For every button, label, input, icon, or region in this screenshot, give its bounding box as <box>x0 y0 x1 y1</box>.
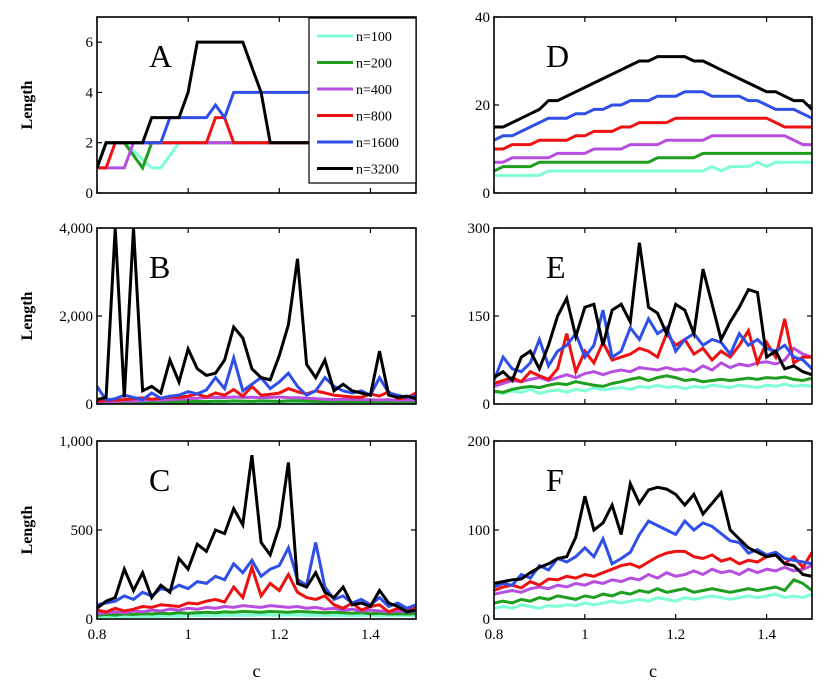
legend-label: n=400 <box>356 83 392 98</box>
legend-label: n=200 <box>356 57 392 72</box>
panel-label: D <box>546 38 569 74</box>
series-line-n-800 <box>494 116 812 151</box>
y-tick-label: 4,000 <box>59 221 93 237</box>
legend-label: n=100 <box>356 30 392 45</box>
x-tick-label: 1.4 <box>757 627 776 643</box>
series-line-n-800 <box>494 549 812 592</box>
y-axis-label: Length <box>19 291 36 340</box>
series-line-n-3200 <box>97 455 416 614</box>
y-tick-label: 40 <box>475 10 490 26</box>
series-line-n-100 <box>494 382 812 395</box>
axes-frame <box>96 227 417 405</box>
series-line-n-400 <box>494 134 812 164</box>
series-line-n-100 <box>494 592 812 610</box>
series-line-n-800 <box>97 116 416 170</box>
series-line-n-3200 <box>494 242 812 384</box>
series-group <box>97 455 416 619</box>
legend-label: n=800 <box>356 110 392 125</box>
series-line-n-3200 <box>494 55 812 129</box>
panel-f: 0 100 200 0.8 1 1.2 1.4 Fc <box>468 434 813 681</box>
y-tick-label: 2 <box>86 136 94 152</box>
panel-e: 0 150 300 E <box>468 221 813 413</box>
y-tick-label: 0 <box>483 612 491 628</box>
y-tick-label: 4 <box>86 85 94 101</box>
x-tick-label: 1.2 <box>270 627 289 643</box>
series-line-n-200 <box>97 609 416 617</box>
series-line-n-1600 <box>97 352 416 402</box>
y-axis-label: Length <box>19 505 36 554</box>
series-group <box>97 40 416 172</box>
x-tick-label: 1 <box>581 627 589 643</box>
legend-label: n=3200 <box>356 163 399 178</box>
series-line-n-3200 <box>97 40 416 169</box>
axes-frame <box>493 440 813 620</box>
panel-c: 0 500 1,000 0.8 1 1.2 1.4 C Length c <box>19 434 417 681</box>
series-line-n-800 <box>97 384 416 403</box>
y-tick-label: 300 <box>468 221 491 237</box>
series-line-n-100 <box>494 160 812 177</box>
y-tick-label: 20 <box>475 98 490 114</box>
legend: n=100 n=200 n=400 n=800 n=1600 n=3200 <box>308 17 417 184</box>
panel-label: C <box>149 462 170 498</box>
series-line-n-3200 <box>494 478 812 585</box>
y-tick-label: 200 <box>468 434 491 450</box>
panel-label: B <box>149 249 170 285</box>
series-group <box>494 242 812 395</box>
series-line-n-1600 <box>494 309 812 382</box>
y-tick-label: 1,000 <box>59 434 93 450</box>
legend-label: n=1600 <box>356 136 399 151</box>
series-line-n-200 <box>494 151 812 173</box>
series-group <box>494 478 812 610</box>
y-tick-label: 2,000 <box>59 309 93 325</box>
y-tick-label: 0 <box>483 186 491 202</box>
y-axis-label: Length <box>19 80 36 129</box>
legend-box <box>308 17 417 184</box>
panel-label: F <box>546 462 564 498</box>
y-tick-label: 0 <box>86 186 94 202</box>
series-line-n-200 <box>494 578 812 605</box>
panel-b: 0 2,000 4,000 B Length <box>19 221 417 413</box>
y-tick-label: 0 <box>86 397 94 413</box>
x-tick-label: 1.4 <box>361 627 380 643</box>
panel-label: E <box>546 249 566 285</box>
series-line-n-800 <box>97 562 416 614</box>
x-tick-label: 0.8 <box>88 627 107 643</box>
series-line-n-200 <box>494 374 812 394</box>
x-tick-label: 0.8 <box>485 627 504 643</box>
series-line-n-200 <box>97 399 416 404</box>
series-group <box>494 55 812 177</box>
y-tick-label: 100 <box>468 523 491 539</box>
series-line-n-800 <box>494 318 812 385</box>
series-group <box>97 228 416 404</box>
series-line-n-100 <box>97 613 416 619</box>
y-tick-label: 0 <box>86 612 94 628</box>
y-tick-label: 0 <box>483 397 491 413</box>
y-tick-label: 150 <box>468 309 491 325</box>
panel-d: 0 20 40 D <box>475 10 813 202</box>
series-line-n-1600 <box>494 90 812 142</box>
panel-label: A <box>149 38 172 74</box>
series-line-n-1600 <box>494 518 812 589</box>
x-tick-label: 1.2 <box>666 627 685 643</box>
y-tick-label: 6 <box>86 35 94 51</box>
series-line-n-400 <box>494 564 812 596</box>
x-tick-label: 1 <box>184 627 192 643</box>
x-axis-label: c <box>253 661 261 681</box>
panel-a: 0 2 4 6 A Length n=100 n=200 n=400 n=800 n=1600 n=3… <box>19 16 417 202</box>
y-tick-label: 500 <box>71 523 94 539</box>
series-line-n-3200 <box>97 228 416 402</box>
x-axis-label: c <box>649 661 657 681</box>
